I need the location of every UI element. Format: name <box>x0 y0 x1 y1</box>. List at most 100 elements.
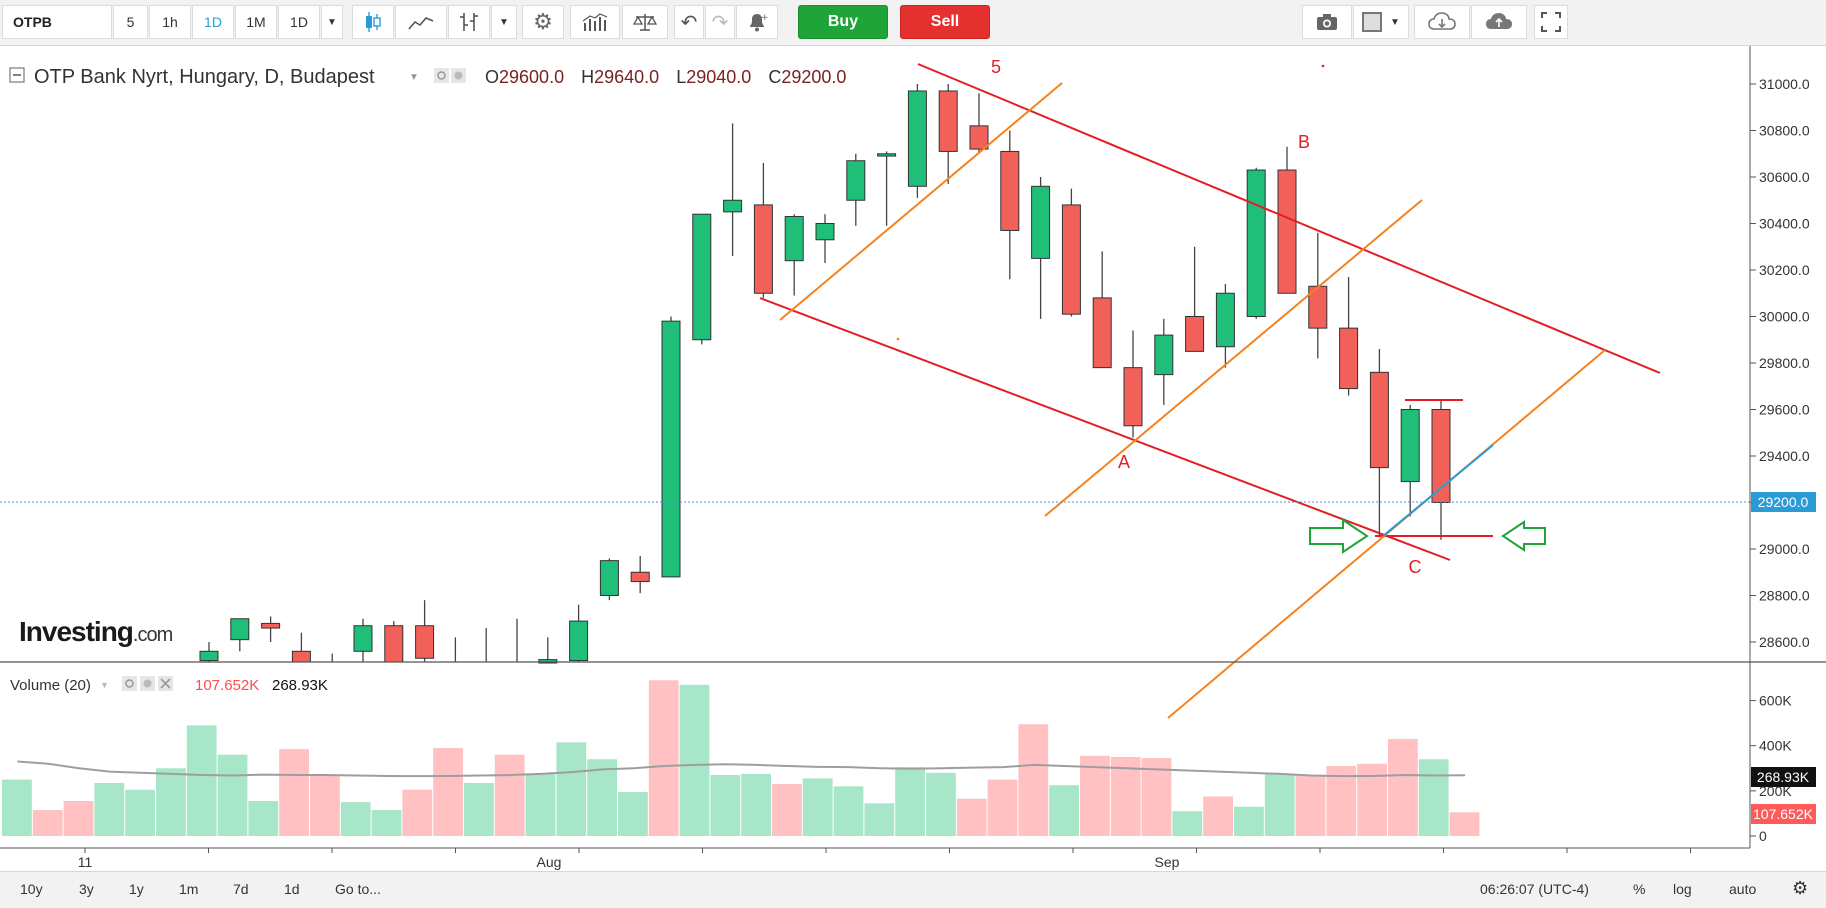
candles-style-button[interactable] <box>352 5 394 39</box>
volume-bar <box>1080 755 1110 836</box>
volume-bar <box>556 742 587 836</box>
volume-ma-tag <box>1751 767 1816 787</box>
blue-trendline[interactable] <box>1382 444 1494 537</box>
eye-icon[interactable] <box>434 68 449 83</box>
range-3y-button[interactable]: 3y <box>79 881 94 897</box>
time-axis[interactable]: 11 Aug Sep <box>78 848 1691 870</box>
interval-1m-button[interactable]: 1M <box>235 5 277 39</box>
chart-style-dropdown[interactable]: ▼ <box>491 5 517 39</box>
interval-1d-button[interactable]: 1D <box>192 5 234 39</box>
settings-button[interactable]: ⚙ <box>522 5 564 39</box>
orange-trendline-1[interactable] <box>779 82 1063 321</box>
interval-1h-button[interactable]: 1h <box>149 5 191 39</box>
candle <box>1154 318 1174 405</box>
layout-button[interactable]: ▼ <box>1353 5 1409 39</box>
volume-tag-label: 107.652K <box>1753 806 1814 822</box>
goto-date-button[interactable]: Go to... <box>335 881 381 897</box>
indicators-icon <box>582 13 608 31</box>
volume-moving-average-line <box>17 760 1466 778</box>
clock-readout[interactable]: 06:26:07 (UTC-4) <box>1480 881 1589 897</box>
marker-dot <box>896 337 900 341</box>
volume-bar <box>833 786 864 836</box>
volume-bars <box>2 680 1480 836</box>
svg-text:+: + <box>761 13 768 23</box>
interval-5m-button[interactable]: 5 <box>113 5 148 39</box>
candle <box>661 316 681 578</box>
candle-body-up <box>815 223 835 241</box>
bars-style-button[interactable] <box>448 5 490 39</box>
wave-label-5: 5 <box>991 57 1001 77</box>
screenshot-button[interactable] <box>1302 5 1352 39</box>
candle-body-up <box>1400 409 1420 483</box>
investing-logo-suffix: .com <box>133 624 173 646</box>
candle <box>230 618 250 652</box>
channel-lower-red-line[interactable] <box>759 297 1451 561</box>
price-tick-label: 30800.0 <box>1759 123 1810 139</box>
price-tick-label: 30600.0 <box>1759 169 1810 185</box>
scales-icon <box>633 14 657 31</box>
green-arrow-right-icon[interactable] <box>1309 518 1369 554</box>
ohlc-low-key: L <box>676 67 686 87</box>
undo-button[interactable]: ↶ <box>674 5 704 39</box>
candle-body-up <box>569 620 589 662</box>
price-chart[interactable]: 5 B A C 31000.0 30800.0 30600.0 30400.0 3020… <box>0 46 1826 871</box>
fullscreen-button[interactable] <box>1534 5 1568 39</box>
interval-custom-button[interactable]: 1D <box>278 5 320 39</box>
volume-bar <box>464 782 494 836</box>
ohlc-high-value: 29640.0 <box>594 67 659 87</box>
interval-dropdown-button[interactable]: ▼ <box>321 5 343 39</box>
buy-button[interactable]: Buy <box>798 5 888 39</box>
volume-bar <box>525 773 556 836</box>
indicators-button[interactable] <box>570 5 620 39</box>
volume-title[interactable]: Volume (20) <box>10 677 91 694</box>
bell-plus-icon: + <box>750 13 768 32</box>
log-scale-toggle[interactable]: log <box>1673 881 1692 897</box>
line-style-button[interactable] <box>395 5 447 39</box>
range-7d-button[interactable]: 7d <box>233 881 249 897</box>
volume-tick-label: 400K <box>1759 738 1792 754</box>
investing-logo: Investing.com <box>19 616 173 647</box>
auto-scale-toggle[interactable]: auto <box>1729 881 1757 897</box>
volume-bar <box>802 778 833 836</box>
volume-bar <box>864 803 895 836</box>
range-10y-button[interactable]: 10y <box>20 881 43 897</box>
price-tick-label: 30200.0 <box>1759 262 1810 278</box>
sell-button[interactable]: Sell <box>900 5 990 39</box>
candle-body-up <box>230 618 250 641</box>
alert-button[interactable]: + <box>736 5 778 39</box>
candle <box>1431 400 1451 540</box>
range-1y-button[interactable]: 1y <box>129 881 144 897</box>
range-1m-button[interactable]: 1m <box>179 881 199 897</box>
chevron-down-icon[interactable]: ▼ <box>100 680 109 690</box>
gear-icon[interactable]: ⚙ <box>1792 878 1809 898</box>
volume-bar <box>279 749 309 836</box>
eye-icon[interactable] <box>122 676 137 691</box>
channel-upper-red-line[interactable] <box>917 63 1661 374</box>
range-1d-button[interactable]: 1d <box>284 881 300 897</box>
volume-bar <box>94 782 125 836</box>
symbol-title[interactable]: OTP Bank Nyrt, Hungary, D, Budapest <box>34 66 375 88</box>
green-arrow-left-icon[interactable] <box>1501 520 1546 552</box>
marker-dot <box>1321 64 1325 68</box>
symbol-input[interactable]: OTPB <box>2 5 112 39</box>
save-layout-button[interactable] <box>1471 5 1527 39</box>
price-tick-label: 29400.0 <box>1759 448 1810 464</box>
orange-trendline-2[interactable] <box>1044 199 1423 517</box>
percent-scale-toggle[interactable]: % <box>1633 881 1646 897</box>
gear-icon-center <box>143 679 152 688</box>
volume-bar <box>371 810 402 836</box>
compare-button[interactable] <box>622 5 668 39</box>
volume-bar <box>926 772 956 836</box>
wave-label-b: B <box>1298 132 1310 152</box>
trend-drawings[interactable]: 5 B A C <box>0 57 1750 719</box>
chevron-down-icon[interactable]: ▼ <box>409 72 419 83</box>
candle <box>877 151 897 226</box>
price-axis[interactable]: 31000.0 30800.0 30600.0 30400.0 30200.0 30000… <box>1750 76 1810 650</box>
candle <box>291 632 311 663</box>
time-tick-label: Sep <box>1155 854 1180 870</box>
load-layout-button[interactable] <box>1414 5 1470 39</box>
candle-body-up <box>907 90 927 187</box>
redo-button[interactable]: ↷ <box>705 5 735 39</box>
volume-bar <box>1449 812 1480 836</box>
ohlc-high-key: H <box>581 67 594 87</box>
